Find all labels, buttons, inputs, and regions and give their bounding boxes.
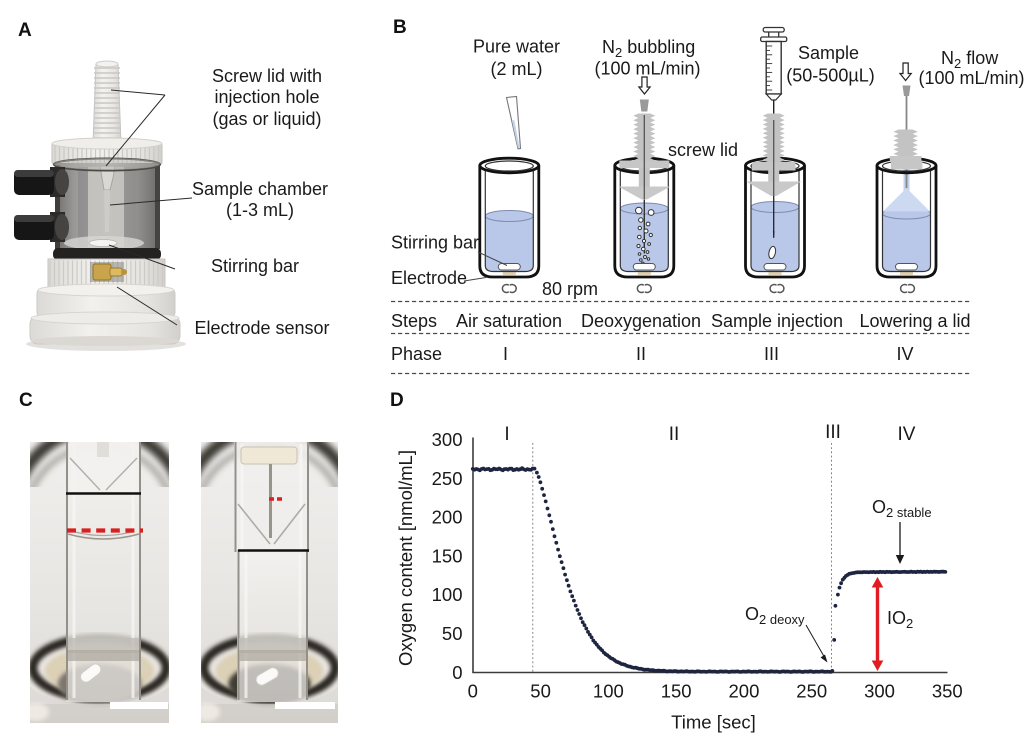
svg-text:Phase: Phase [391,344,442,364]
svg-text:(gas or liquid): (gas or liquid) [212,109,321,129]
svg-text:(100 mL/min): (100 mL/min) [594,59,700,79]
svg-text:Steps: Steps [391,311,437,331]
svg-text:N2 bubbling: N2 bubbling [602,37,695,60]
svg-text:Sample chamber: Sample chamber [192,179,328,199]
svg-text:250: 250 [796,681,827,702]
svg-text:200: 200 [432,507,463,528]
svg-text:100: 100 [593,681,624,702]
svg-text:Pure water: Pure water [473,37,560,57]
svg-text:Time [sec]: Time [sec] [671,712,756,733]
svg-text:50: 50 [442,623,463,644]
svg-text:Air saturation: Air saturation [456,311,562,331]
svg-text:50: 50 [530,681,551,702]
svg-text:200: 200 [729,681,760,702]
svg-text:80 rpm: 80 rpm [542,279,598,299]
svg-text:C: C [19,390,33,411]
svg-text:I: I [503,344,508,364]
svg-text:A: A [18,20,32,41]
svg-text:injection hole: injection hole [214,87,319,107]
svg-text:III: III [764,344,779,364]
svg-text:(2 mL): (2 mL) [490,59,542,79]
svg-text:0: 0 [468,681,478,702]
svg-text:250: 250 [432,468,463,489]
svg-text:I: I [504,424,509,445]
svg-text:150: 150 [661,681,692,702]
svg-text:Electrode sensor: Electrode sensor [194,318,329,338]
svg-text:Electrode: Electrode [391,268,467,288]
svg-text:350: 350 [932,681,963,702]
svg-text:D: D [390,390,404,411]
svg-text:300: 300 [432,429,463,450]
svg-text:Lowering a lid: Lowering a lid [859,311,970,331]
svg-text:Deoxygenation: Deoxygenation [581,311,701,331]
svg-text:Stirring bar: Stirring bar [211,256,299,276]
svg-text:Oxygen content [nmol/mL]: Oxygen content [nmol/mL] [395,450,416,666]
svg-text:150: 150 [432,545,463,566]
svg-text:IV: IV [896,344,913,364]
svg-text:100: 100 [432,584,463,605]
svg-text:Sample: Sample [798,43,859,63]
svg-text:Screw lid with: Screw lid with [212,66,322,86]
svg-text:III: III [825,422,841,443]
svg-text:II: II [636,344,646,364]
svg-text:screw lid: screw lid [668,140,738,160]
svg-text:Sample injection: Sample injection [711,311,843,331]
svg-text:II: II [669,424,680,445]
svg-text:IV: IV [898,424,916,445]
svg-text:300: 300 [864,681,895,702]
svg-text:B: B [393,17,407,38]
svg-text:(100 mL/min): (100 mL/min) [918,68,1024,88]
svg-text:(50-500µL): (50-500µL) [786,66,874,86]
svg-text:Stirring bar: Stirring bar [391,233,479,253]
svg-text:(1-3 mL): (1-3 mL) [226,200,294,220]
svg-text:0: 0 [452,662,462,683]
